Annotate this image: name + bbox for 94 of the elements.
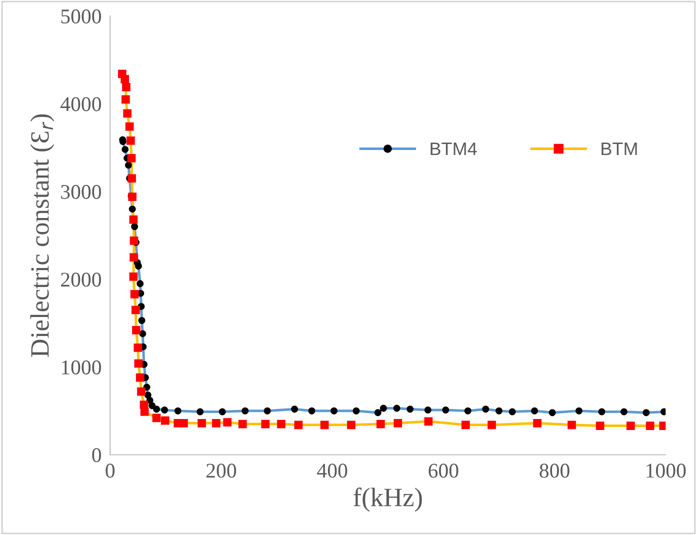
point: [291, 406, 298, 413]
point: [131, 223, 138, 230]
legend-label: BTM: [602, 142, 637, 156]
point: [130, 236, 138, 245]
point: [196, 408, 204, 416]
point: [294, 420, 303, 430]
point: [406, 406, 414, 413]
point: [153, 406, 160, 413]
point: [136, 280, 144, 288]
point: [128, 174, 136, 183]
point: [508, 408, 516, 416]
point: [123, 109, 132, 118]
y-axis-title: Dielectric constant (Ɛ$_{r}$): [30, 114, 54, 357]
point: [223, 418, 232, 426]
point: [127, 154, 136, 162]
point: [134, 262, 142, 270]
x-tick-label: 200: [206, 464, 236, 478]
point: [568, 420, 576, 430]
point: [242, 407, 249, 414]
point: [152, 414, 161, 422]
point: [218, 408, 226, 416]
point: [330, 407, 338, 414]
point: [482, 406, 490, 413]
point: [137, 387, 146, 396]
point: [129, 215, 138, 224]
point: [424, 406, 432, 414]
point: [120, 75, 130, 84]
point: [531, 407, 538, 414]
point: [464, 407, 472, 414]
point: [138, 317, 146, 324]
point: [174, 407, 182, 414]
point: [620, 408, 628, 416]
point: [198, 418, 206, 428]
legend-label: BTM4: [430, 142, 477, 156]
y-tick-label: 1000: [62, 360, 101, 374]
point: [352, 407, 360, 414]
point: [148, 402, 156, 410]
point: [380, 404, 387, 412]
y-tick-label: 2000: [61, 272, 101, 287]
point: [129, 272, 138, 281]
point: [576, 407, 582, 414]
point: [122, 146, 129, 153]
point: [122, 82, 130, 92]
point: [646, 422, 654, 430]
x-tick-label: 600: [428, 464, 458, 478]
point: [488, 420, 496, 430]
point: [598, 408, 606, 416]
point: [136, 373, 144, 382]
point: [130, 290, 139, 298]
y-tick-label: 5000: [61, 9, 101, 24]
point: [374, 409, 382, 416]
point: [548, 409, 556, 416]
point: [134, 359, 143, 368]
point: [277, 420, 286, 428]
point: [626, 422, 635, 430]
point: [126, 136, 135, 145]
point: [660, 408, 666, 416]
point: [261, 420, 270, 428]
point: [238, 420, 247, 428]
point: [442, 406, 450, 414]
point: [140, 408, 149, 416]
point: [122, 95, 130, 104]
point: [264, 407, 271, 414]
point: [132, 306, 140, 314]
point: [394, 418, 402, 428]
x-tick-label: 1000: [646, 464, 686, 478]
point: [128, 206, 136, 213]
point: [642, 409, 650, 416]
y-tick-label: 4000: [60, 97, 101, 112]
point: [161, 406, 168, 414]
point: [347, 420, 356, 430]
point: [393, 404, 400, 412]
point: [596, 422, 604, 430]
point: [308, 407, 316, 414]
point: [130, 253, 138, 262]
point: [496, 407, 502, 414]
point: [533, 418, 542, 428]
point: [424, 417, 433, 426]
point: [376, 420, 385, 428]
point: [320, 420, 329, 430]
y-tick-label: 3000: [61, 184, 101, 199]
point: [180, 418, 188, 428]
point: [125, 122, 134, 131]
point: [132, 326, 140, 334]
point: [134, 344, 142, 352]
point: [212, 418, 220, 428]
x-tick-label: 800: [540, 464, 570, 478]
x-axis-title: f(kHz): [354, 488, 422, 512]
x-tick-label: 400: [317, 464, 348, 478]
point: [160, 416, 170, 425]
point: [124, 162, 132, 169]
x-tick-label: 0: [106, 464, 115, 478]
y-tick-label: 0: [92, 448, 101, 462]
point: [461, 420, 470, 430]
